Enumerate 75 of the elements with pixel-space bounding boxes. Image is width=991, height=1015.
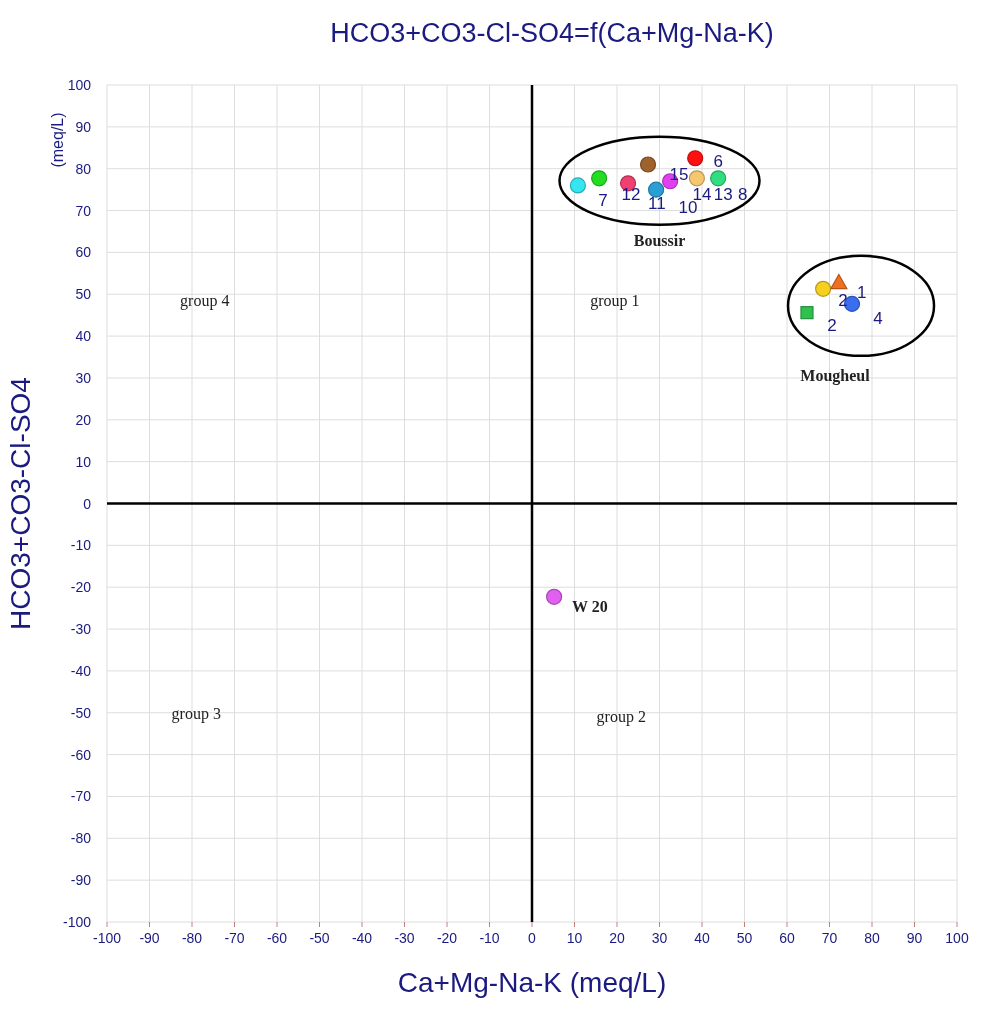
annotation: 2: [838, 290, 848, 310]
y-tick-label: -100: [62, 914, 92, 930]
x-tick-label: 10: [566, 930, 583, 946]
y-tick-label: -60: [70, 746, 92, 763]
annotation: 2: [827, 316, 837, 336]
y-tick-label: 40: [75, 328, 92, 345]
y2-axis-title: (meq/L): [49, 112, 66, 168]
x-tick-label: 20: [609, 930, 625, 946]
y-tick-label: 90: [75, 118, 92, 135]
x-axis-title: Ca+Mg-Na-K (meq/L): [397, 967, 667, 998]
y-tick-label: 60: [75, 244, 92, 261]
point: [591, 170, 608, 187]
annotation: group 1: [590, 291, 640, 310]
annotation: 1: [857, 282, 867, 302]
point: [688, 170, 705, 187]
x-tick-label: 0: [528, 930, 537, 946]
annotation: group 4: [180, 291, 230, 310]
point: [710, 170, 727, 187]
x-tick-label: -20: [436, 930, 458, 946]
x-tick-label: 100: [945, 930, 969, 946]
annotation: 11: [648, 193, 666, 213]
x-tick-label: 50: [736, 930, 753, 946]
x-tick-label: -30: [394, 930, 415, 946]
x-tick-label: -80: [181, 930, 203, 946]
y-tick-label: -40: [70, 662, 92, 679]
x-tick-label: 30: [651, 930, 668, 946]
x-tick-label: -90: [139, 930, 160, 946]
x-tick-label: 70: [821, 930, 838, 946]
x-tick-label: -40: [351, 930, 373, 946]
y-tick-label: -80: [70, 830, 92, 847]
y-tick-label: -90: [70, 872, 92, 889]
annotation: group 2: [596, 707, 646, 726]
y-tick-label: -10: [70, 537, 92, 554]
y-tick-label: 100: [67, 77, 92, 93]
point: [639, 156, 657, 173]
x-tick-label: 80: [864, 930, 880, 946]
annotation: Mougheul: [800, 366, 871, 385]
point: [800, 306, 814, 320]
y-tick-label: -30: [70, 621, 92, 638]
point: [546, 588, 563, 605]
point: [815, 280, 832, 297]
x-tick-label: -100: [92, 930, 122, 946]
annotation: 8: [738, 185, 748, 205]
annotation: 12: [621, 185, 641, 205]
annotation: 13: [713, 185, 733, 205]
y-tick-label: 10: [75, 453, 92, 470]
y-tick-label: 20: [75, 411, 92, 428]
y-tick-label: 30: [75, 369, 92, 386]
x-tick-label: -10: [479, 930, 500, 946]
annotation: 15: [669, 164, 689, 184]
x-tick-label: -70: [224, 930, 245, 946]
y-tick-label: -20: [70, 579, 92, 596]
annotation: Boussir: [633, 231, 686, 249]
y-tick-label: 50: [75, 286, 92, 303]
x-tick-label: 40: [694, 930, 710, 946]
x-tick-label: 90: [906, 930, 923, 946]
annotation: 4: [873, 308, 883, 328]
x-tick-label: -50: [309, 930, 330, 946]
point: [648, 181, 665, 198]
point: [687, 150, 704, 167]
chart-title: HCO3+CO3-Cl-SO4=f(Ca+Mg-Na-K): [330, 18, 774, 48]
y-tick-label: -50: [70, 704, 92, 721]
point: [569, 177, 586, 194]
point: [830, 273, 848, 290]
annotation: 6: [713, 152, 723, 171]
x-tick-label: -60: [266, 930, 288, 946]
annotation: group 3: [171, 705, 221, 724]
y-tick-label: 0: [83, 495, 92, 512]
x-tick-label: 60: [779, 930, 795, 946]
y-tick-label: 70: [75, 202, 92, 219]
y-axis-title: HCO3+CO3-Cl-SO4: [5, 377, 36, 630]
y-tick-label: -70: [70, 788, 92, 805]
y-tick-label: 80: [75, 160, 92, 177]
annotation: W 20: [571, 597, 608, 615]
annotation: 7: [598, 190, 608, 210]
